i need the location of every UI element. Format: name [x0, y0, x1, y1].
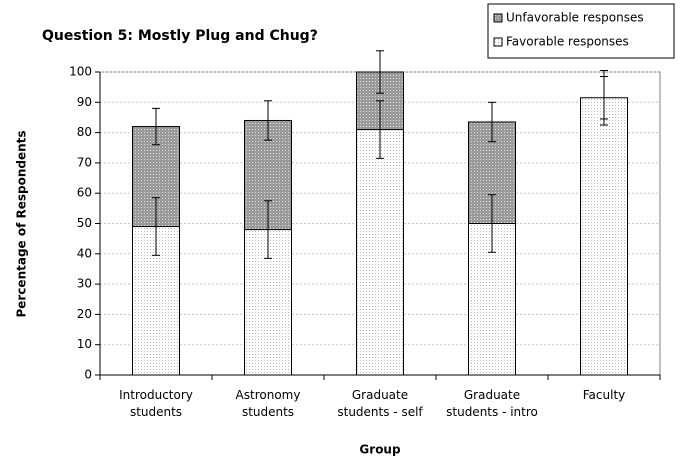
error-bar	[376, 100, 384, 159]
y-tick-label: 10	[77, 337, 92, 351]
y-tick-label: 70	[77, 155, 92, 169]
bar-segment	[356, 129, 404, 376]
y-tick-label: 90	[77, 95, 92, 109]
error-bar	[600, 76, 608, 120]
chart-title: Question 5: Mostly Plug and Chug?	[42, 28, 318, 44]
y-tick-label: 20	[77, 307, 92, 321]
x-tick-label: Graduate students - self	[337, 388, 423, 419]
error-bar	[152, 197, 160, 256]
x-tick-label: Graduate students - intro	[446, 388, 538, 419]
x-tick-label: Introductory students	[119, 388, 193, 419]
legend-swatch	[493, 13, 503, 23]
y-tick-label: 0	[84, 368, 92, 382]
y-tick-label: 40	[77, 246, 92, 260]
legend-label: Favorable responses	[506, 35, 629, 49]
y-tick-label: 60	[77, 186, 92, 200]
error-bar	[264, 200, 272, 259]
error-bar	[264, 100, 272, 141]
y-tick-label: 50	[77, 216, 92, 230]
error-bar	[488, 194, 496, 253]
x-tick-label: Astronomy students	[236, 388, 301, 419]
error-bar	[376, 50, 384, 94]
error-bar	[488, 101, 496, 143]
y-axis-label: Percentage of Respondents	[15, 130, 29, 317]
legend-box	[487, 3, 675, 59]
y-tick-label: 100	[69, 65, 92, 79]
error-bar	[152, 107, 160, 146]
y-tick-label: 30	[77, 277, 92, 291]
y-tick-label: 80	[77, 125, 92, 139]
legend-swatch	[493, 37, 503, 47]
x-tick-label: Faculty	[583, 388, 626, 402]
x-axis-label: Group	[359, 443, 401, 457]
legend-label: Unfavorable responses	[506, 11, 644, 25]
bar-segment	[580, 97, 628, 376]
